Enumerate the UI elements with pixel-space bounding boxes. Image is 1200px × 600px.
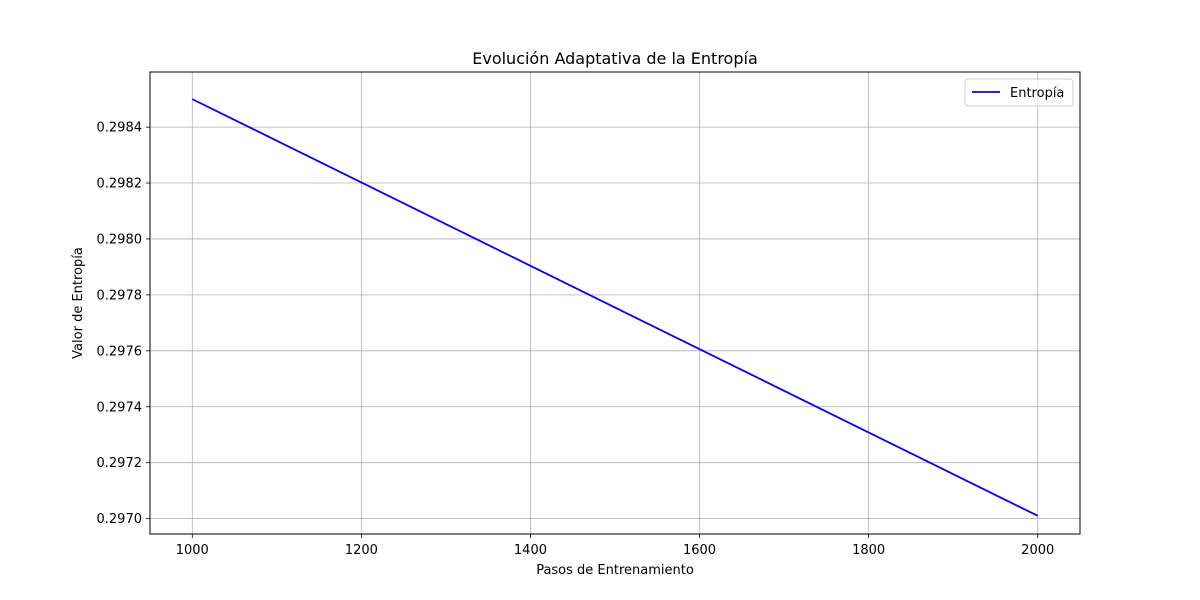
y-tick-label: 0.2982: [97, 177, 143, 192]
series-lines: [191, 98, 1039, 517]
x-tick-label: 1600: [683, 543, 716, 558]
x-tick-label: 1000: [176, 543, 209, 558]
x-axis-label: Pasos de Entrenamiento: [536, 563, 694, 578]
y-tick-label: 0.2972: [97, 456, 143, 471]
y-tick-label: 0.2976: [97, 344, 143, 359]
y-axis-label: Valor de Entropía: [71, 247, 86, 359]
grid-lines: [150, 72, 1080, 534]
chart-title: Evolución Adaptativa de la Entropía: [472, 49, 758, 68]
x-tick-label: 1200: [345, 543, 378, 558]
legend-label-entropia: Entropía: [1010, 86, 1064, 101]
y-tick-label: 0.2978: [97, 288, 143, 303]
plot-area-frame: [149, 71, 1081, 535]
legend: Entropía: [964, 78, 1074, 107]
x-tick-label: 1400: [514, 543, 547, 558]
y-tick-label: 0.2984: [97, 121, 143, 136]
x-tick-label: 1800: [852, 543, 885, 558]
y-tick-label: 0.2970: [97, 512, 143, 527]
x-tick-label: 2000: [1021, 543, 1054, 558]
series-line-entropia: [191, 98, 1039, 517]
legend-box: [964, 78, 1074, 107]
axis-ticks: 1000 1200 1400 1600 1800 2000 0.2970 0.2972 0.29…: [97, 121, 1055, 558]
y-tick-label: 0.2974: [97, 400, 143, 415]
y-tick-label: 0.2980: [97, 232, 143, 247]
